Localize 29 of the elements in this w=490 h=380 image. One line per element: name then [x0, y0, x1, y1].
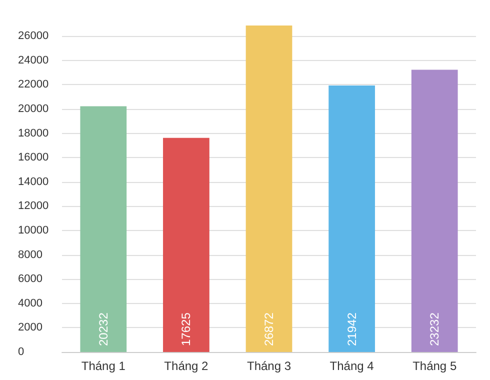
x-tick-label: Tháng 2	[164, 359, 209, 373]
y-tick-label: 20000	[18, 103, 49, 116]
y-tick-label: 16000	[18, 152, 49, 164]
x-tick-label: Tháng 5	[412, 359, 457, 373]
y-tick-label: 14000	[18, 176, 49, 188]
y-tick-label: 2000	[18, 322, 42, 334]
y-tick-label: 6000	[18, 273, 42, 286]
bar	[80, 106, 127, 352]
y-tick-label: 24000	[18, 54, 49, 66]
y-tick-label: 12000	[18, 200, 49, 212]
y-tick-label: 18000	[18, 127, 49, 140]
bar	[411, 70, 458, 352]
y-tick-label: 0	[18, 346, 24, 358]
data-label: 17625	[179, 312, 194, 346]
data-label: 23232	[428, 312, 442, 346]
bar	[163, 138, 210, 352]
y-tick-label: 8000	[18, 248, 42, 261]
x-tick-label: Tháng 1	[81, 359, 126, 373]
y-tick-label: 26000	[18, 30, 49, 42]
data-label: 21942	[344, 312, 359, 346]
data-label: 20232	[96, 312, 110, 346]
x-tick-label: Tháng 4	[330, 359, 374, 373]
y-tick-label: 22000	[18, 78, 49, 91]
x-tick-label: Tháng 3	[246, 359, 292, 373]
data-label: 26872	[262, 312, 276, 346]
y-tick-label: 10000	[18, 224, 49, 237]
y-tick-label: 4000	[18, 297, 42, 310]
bar	[246, 26, 292, 352]
bar	[328, 85, 375, 352]
